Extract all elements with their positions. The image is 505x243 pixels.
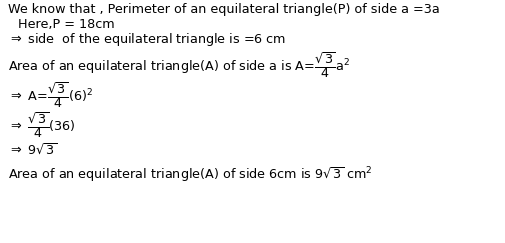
Text: $\Rightarrow$ $\dfrac{\sqrt{3}}{4}$(36): $\Rightarrow$ $\dfrac{\sqrt{3}}{4}$(36) [8, 110, 76, 140]
Text: $\Rightarrow$ 9$\sqrt{3}$: $\Rightarrow$ 9$\sqrt{3}$ [8, 142, 57, 158]
Text: $\Rightarrow$ side  of the equilateral triangle is =6 cm: $\Rightarrow$ side of the equilateral tr… [8, 32, 286, 49]
Text: Area of an equilateral triangle(A) of side 6cm is 9$\sqrt{3}$ cm$^{2}$: Area of an equilateral triangle(A) of si… [8, 165, 372, 184]
Text: Area of an equilateral triangle(A) of side a is A=$\dfrac{\sqrt{3}}{4}$a$^{2}$: Area of an equilateral triangle(A) of si… [8, 50, 349, 80]
Text: Here,P = 18cm: Here,P = 18cm [18, 18, 115, 32]
Text: We know that , Perimeter of an equilateral triangle(P) of side a =3a: We know that , Perimeter of an equilater… [8, 3, 439, 17]
Text: $\Rightarrow$ A=$\dfrac{\sqrt{3}}{4}$(6)$^{2}$: $\Rightarrow$ A=$\dfrac{\sqrt{3}}{4}$(6)… [8, 80, 93, 110]
